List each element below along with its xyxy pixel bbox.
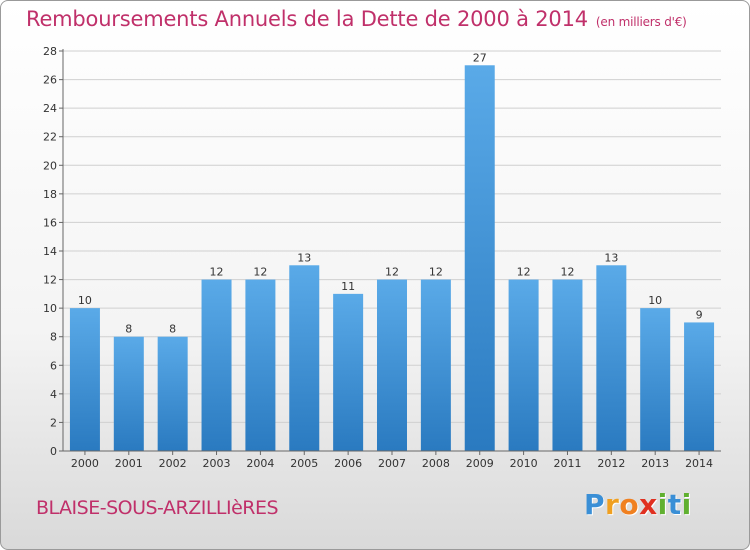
bar — [333, 293, 364, 451]
y-tick-label: 26 — [43, 74, 57, 87]
bar — [113, 336, 144, 451]
y-tick-label: 20 — [43, 159, 57, 172]
y-tick-label: 4 — [50, 388, 57, 401]
x-tick-label: 2014 — [685, 457, 713, 470]
bar — [640, 308, 671, 451]
x-tick-label: 2010 — [510, 457, 538, 470]
y-tick-label: 14 — [43, 245, 57, 258]
y-tick-label: 16 — [43, 216, 57, 229]
data-label: 10 — [78, 294, 92, 307]
logo-letter: t — [667, 488, 682, 521]
x-tick-label: 2001 — [115, 457, 143, 470]
bar — [596, 265, 627, 451]
y-tick-label: 8 — [50, 331, 57, 344]
x-tick-label: 2011 — [553, 457, 581, 470]
data-label: 8 — [169, 323, 176, 336]
y-tick-label: 12 — [43, 274, 57, 287]
x-tick-label: 2009 — [466, 457, 494, 470]
y-tick-label: 10 — [43, 302, 57, 315]
bar — [508, 279, 539, 451]
y-tick-label: 18 — [43, 188, 57, 201]
data-label: 12 — [210, 266, 224, 279]
y-tick-label: 28 — [43, 45, 57, 58]
y-tick-label: 6 — [50, 359, 57, 372]
logo-letter: P — [584, 488, 606, 521]
y-tick-label: 22 — [43, 131, 57, 144]
x-tick-label: 2004 — [246, 457, 274, 470]
bar — [464, 65, 495, 452]
bar — [684, 322, 715, 451]
title-unit: (en milliers d'€) — [595, 15, 687, 29]
data-label: 12 — [253, 266, 267, 279]
x-tick-label: 2003 — [203, 457, 231, 470]
logo-letter: i — [657, 488, 668, 521]
data-label: 11 — [341, 280, 355, 293]
data-label: 12 — [429, 266, 443, 279]
y-tick-label: 0 — [50, 445, 57, 458]
commune-name: BLAISE-SOUS-ARZILLIèRES — [36, 497, 279, 519]
y-tick-label: 24 — [43, 102, 57, 115]
x-tick-label: 2012 — [597, 457, 625, 470]
data-label: 10 — [648, 294, 662, 307]
data-label: 13 — [604, 251, 618, 264]
bar — [552, 279, 583, 451]
bar — [201, 279, 232, 451]
bar — [377, 279, 407, 451]
chart-title: Remboursements Annuels de la Dette de 20… — [26, 7, 687, 31]
data-label: 9 — [696, 308, 703, 321]
x-tick-label: 2002 — [159, 457, 187, 470]
bar — [420, 279, 451, 451]
x-tick-label: 2005 — [290, 457, 318, 470]
logo-letter: x — [639, 488, 658, 521]
bar — [289, 265, 320, 451]
x-tick-label: 2013 — [641, 457, 669, 470]
x-tick-label: 2007 — [378, 457, 406, 470]
data-label: 8 — [125, 323, 132, 336]
proxiti-logo: Proxiti — [584, 488, 692, 521]
x-tick-label: 2000 — [71, 457, 99, 470]
data-label: 13 — [297, 251, 311, 264]
x-tick-label: 2006 — [334, 457, 362, 470]
x-tick-label: 2008 — [422, 457, 450, 470]
logo-letter: i — [681, 488, 692, 521]
data-label: 12 — [560, 266, 574, 279]
bar — [69, 308, 100, 451]
data-label: 12 — [517, 266, 531, 279]
title-text: Remboursements Annuels de la Dette de 20… — [26, 7, 588, 31]
y-tick-label: 2 — [50, 416, 57, 429]
data-label: 27 — [473, 51, 487, 64]
logo-letter: r — [605, 488, 620, 521]
data-label: 12 — [385, 266, 399, 279]
bar — [245, 279, 276, 451]
bar — [157, 336, 188, 451]
logo-letter: o — [619, 488, 640, 521]
